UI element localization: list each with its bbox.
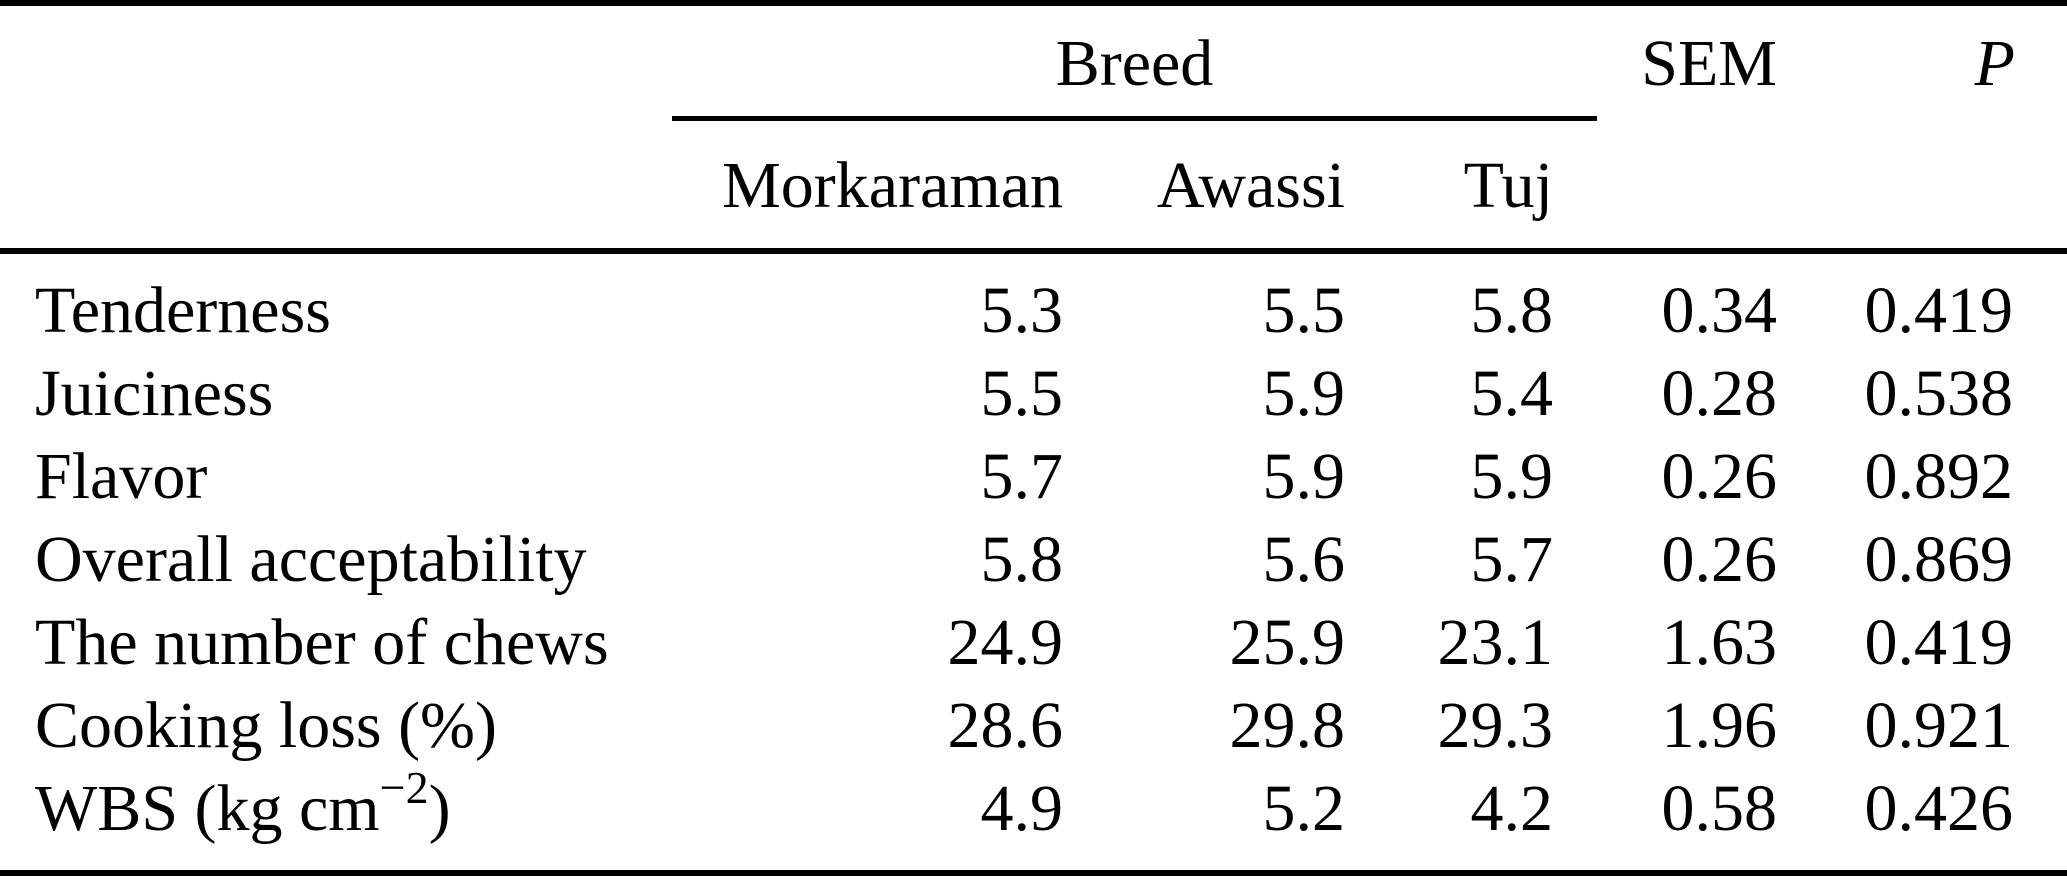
- table-header-rule: [0, 248, 2067, 254]
- cell-tuj: 5.9: [1470, 440, 1554, 513]
- column-header-sem: SEM: [1641, 27, 1777, 100]
- row-label: The number of chews: [35, 606, 609, 679]
- cell-p: 0.538: [1864, 357, 2014, 430]
- column-header-p: P: [1974, 27, 2015, 100]
- cell-tuj: 4.2: [1470, 772, 1554, 845]
- row-label: Cooking loss (%): [35, 689, 497, 762]
- cell-sem: 0.26: [1661, 523, 1778, 596]
- cell-p: 0.419: [1864, 274, 2014, 347]
- cell-sem: 0.26: [1661, 440, 1778, 513]
- cell-awassi: 5.2: [1262, 772, 1346, 845]
- cell-awassi: 5.9: [1262, 357, 1346, 430]
- cell-sem: 0.58: [1661, 772, 1778, 845]
- cell-tuj: 5.4: [1470, 357, 1554, 430]
- row-label-wbs: WBS (kg cm−2): [35, 765, 451, 850]
- table-top-rule: [0, 0, 2067, 6]
- cell-tuj: 5.8: [1470, 274, 1554, 347]
- wbs-label-suffix: ): [428, 772, 451, 845]
- cell-tuj: 5.7: [1470, 523, 1554, 596]
- cell-tuj: 23.1: [1437, 606, 1554, 679]
- cell-p: 0.426: [1864, 772, 2014, 845]
- row-label: Flavor: [35, 440, 208, 513]
- cell-morkaraman: 28.6: [947, 689, 1064, 762]
- cell-p: 0.419: [1864, 606, 2014, 679]
- wbs-label-prefix: WBS (kg cm: [35, 772, 380, 845]
- cell-p: 0.921: [1864, 689, 2014, 762]
- cell-morkaraman: 5.5: [980, 357, 1064, 430]
- table-bottom-rule: [0, 870, 2067, 876]
- cell-sem: 1.96: [1661, 689, 1778, 762]
- table-row: WBS (kg cm−2) 4.9 5.2 4.2 0.58 0.426: [0, 765, 2067, 850]
- cell-awassi: 29.8: [1229, 689, 1346, 762]
- cell-awassi: 25.9: [1229, 606, 1346, 679]
- table-row: Tenderness 5.3 5.5 5.8 0.34 0.419: [0, 269, 2067, 352]
- cell-tuj: 29.3: [1437, 689, 1554, 762]
- cell-morkaraman: 4.9: [980, 772, 1064, 845]
- row-label: Tenderness: [35, 274, 331, 347]
- cell-sem: 1.63: [1661, 606, 1778, 679]
- cell-sem: 0.28: [1661, 357, 1778, 430]
- column-header-awassi: Awassi: [1156, 149, 1345, 222]
- cell-morkaraman: 5.8: [980, 523, 1064, 596]
- table-body: Tenderness 5.3 5.5 5.8 0.34 0.419 Juicin…: [0, 269, 2067, 850]
- wbs-label-superscript: −2: [379, 762, 429, 813]
- cell-morkaraman: 5.3: [980, 274, 1064, 347]
- table-row: The number of chews 24.9 25.9 23.1 1.63 …: [0, 601, 2067, 684]
- column-header-tuj: Tuj: [1463, 149, 1553, 222]
- cell-sem: 0.34: [1661, 274, 1778, 347]
- cell-awassi: 5.5: [1262, 274, 1346, 347]
- table-row: Overall acceptability 5.8 5.6 5.7 0.26 0…: [0, 518, 2067, 601]
- cell-awassi: 5.9: [1262, 440, 1346, 513]
- cell-p: 0.869: [1864, 523, 2014, 596]
- column-header-morkaraman: Morkaraman: [722, 149, 1063, 222]
- table-row: Juiciness 5.5 5.9 5.4 0.28 0.538: [0, 352, 2067, 435]
- cell-p: 0.892: [1864, 440, 2014, 513]
- table-row: Flavor 5.7 5.9 5.9 0.26 0.892: [0, 435, 2067, 518]
- row-label: Juiciness: [35, 357, 274, 430]
- breed-span-rule: [672, 116, 1597, 121]
- row-label: Overall acceptability: [35, 523, 587, 596]
- cell-morkaraman: 5.7: [980, 440, 1064, 513]
- table-row: Cooking loss (%) 28.6 29.8 29.3 1.96 0.9…: [0, 684, 2067, 767]
- cell-awassi: 5.6: [1262, 523, 1346, 596]
- cell-morkaraman: 24.9: [947, 606, 1064, 679]
- group-header-breed: Breed: [1055, 27, 1214, 100]
